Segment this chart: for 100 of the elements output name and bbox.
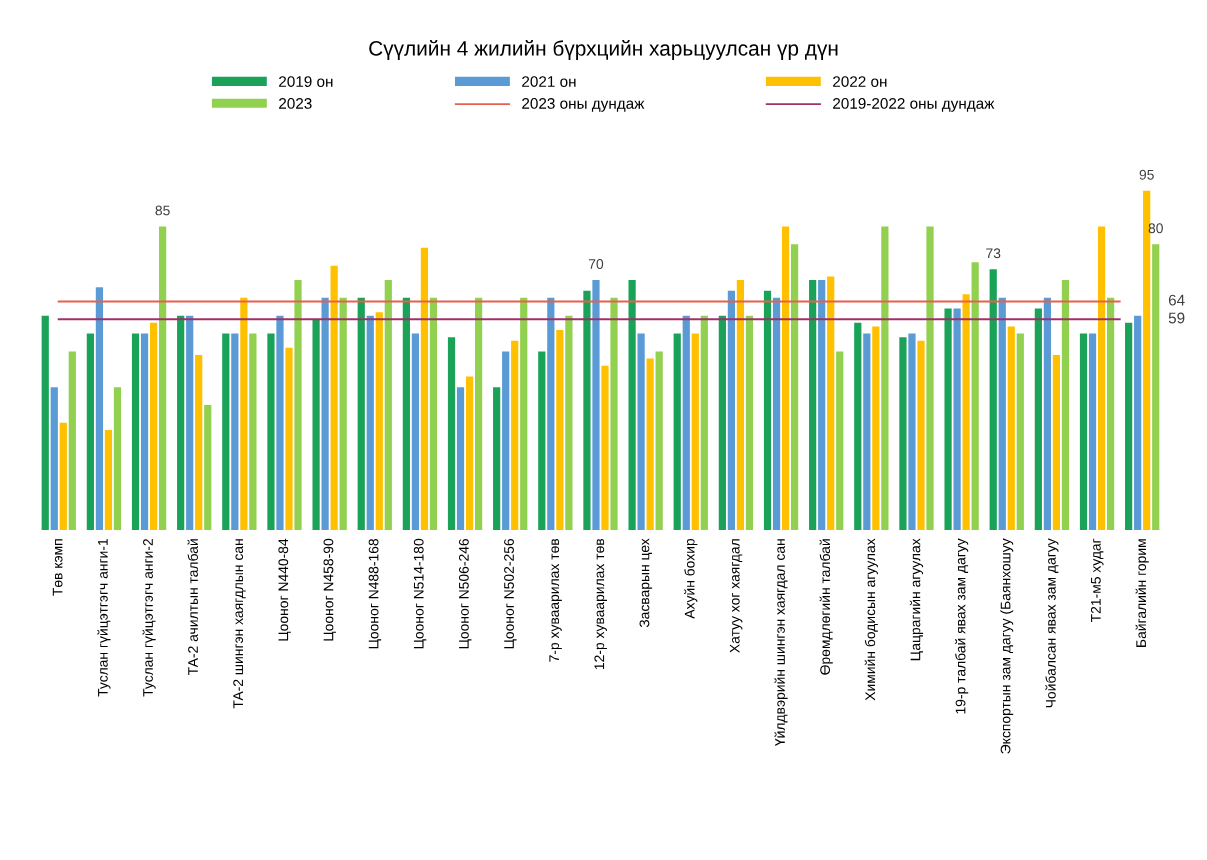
x-tick-label: 7-р хуваарилах төв bbox=[549, 538, 562, 662]
x-tick-label: ТА-2 шингэн хаягдлын сан bbox=[233, 539, 246, 709]
bar bbox=[86, 333, 94, 530]
bar bbox=[628, 280, 636, 530]
data-label: 70 bbox=[588, 259, 604, 269]
bar bbox=[68, 351, 76, 530]
bar bbox=[294, 280, 302, 530]
bar bbox=[1152, 244, 1160, 530]
bar bbox=[818, 280, 826, 530]
x-tick-label: Цооног N458-90 bbox=[323, 538, 336, 641]
bar bbox=[159, 226, 167, 530]
bar bbox=[339, 297, 347, 530]
bar bbox=[474, 297, 483, 530]
bar bbox=[926, 226, 934, 530]
bar bbox=[610, 297, 618, 530]
bar bbox=[538, 351, 546, 530]
bar bbox=[971, 262, 979, 530]
bar bbox=[330, 265, 338, 530]
legend-label: 2023 bbox=[279, 98, 312, 109]
bar bbox=[637, 333, 645, 530]
bar bbox=[601, 365, 609, 530]
bar bbox=[104, 430, 113, 530]
bar bbox=[953, 308, 961, 530]
bar bbox=[95, 287, 104, 530]
x-tick-label: Туслан гүйцэтгэгч анги-1 bbox=[97, 539, 111, 697]
legend-label: 2023 оны дундаж bbox=[522, 98, 645, 112]
x-tick-label: Цооног N488-168 bbox=[368, 538, 382, 649]
bar bbox=[700, 315, 708, 530]
bar bbox=[321, 297, 329, 530]
bar bbox=[411, 333, 420, 530]
x-tick-label: 19-р талбай явах зам дагуу bbox=[955, 538, 969, 714]
bar bbox=[140, 333, 149, 530]
chart-title: Сүүлийн 4 жилийн бүрхцийн харьцуулсан үр дүн bbox=[369, 40, 838, 60]
bar bbox=[249, 333, 257, 530]
bar bbox=[131, 333, 140, 530]
bar bbox=[772, 297, 781, 530]
bar bbox=[267, 333, 275, 530]
bar bbox=[1043, 297, 1051, 530]
bar bbox=[944, 308, 952, 530]
x-tick-label: Хатуу хог хаягдал bbox=[729, 539, 743, 653]
x-tick-label: Өрөмдлөгийн талбай bbox=[819, 539, 833, 675]
bar bbox=[186, 315, 194, 530]
bar bbox=[177, 315, 185, 530]
bar bbox=[204, 405, 212, 530]
bar bbox=[447, 337, 456, 530]
bar bbox=[781, 226, 790, 530]
bar bbox=[41, 315, 49, 530]
bar bbox=[763, 290, 772, 530]
x-tick-label: Цооног N502-256 bbox=[504, 538, 517, 649]
bar bbox=[854, 322, 862, 530]
bar bbox=[989, 269, 997, 530]
bar bbox=[917, 340, 925, 530]
bar bbox=[493, 387, 501, 530]
bar bbox=[863, 333, 871, 530]
bar bbox=[998, 297, 1006, 530]
bar bbox=[718, 315, 726, 530]
x-tick-label: Төв кэмп bbox=[52, 539, 63, 596]
legend-label: 2019 он bbox=[279, 76, 333, 87]
bar bbox=[691, 333, 699, 530]
bar bbox=[429, 297, 438, 530]
x-tick-label: Ахуйн бохир bbox=[684, 538, 698, 619]
bar bbox=[50, 387, 58, 530]
bar bbox=[682, 315, 690, 530]
bar bbox=[790, 244, 799, 530]
bar bbox=[583, 290, 591, 530]
bar bbox=[511, 340, 519, 530]
bar bbox=[240, 297, 248, 530]
bar bbox=[222, 333, 230, 530]
bar bbox=[375, 312, 383, 530]
bar bbox=[357, 297, 365, 530]
x-tick-label: 12-р хуваарилах төв bbox=[594, 538, 607, 670]
bar bbox=[520, 297, 528, 530]
legend-label: 2021 он bbox=[522, 76, 576, 87]
bar bbox=[836, 351, 844, 530]
x-tick-label: Туслан гүйцэтгэгч анги-2 bbox=[142, 539, 156, 697]
x-tick-label: Т21-м5 худаг bbox=[1090, 538, 1104, 623]
x-tick-label: Цацрагийн агуулах bbox=[909, 538, 924, 661]
bar bbox=[736, 280, 745, 530]
x-tick-label: Экспортын зам дагуу (Баянхошуу bbox=[1000, 538, 1014, 754]
bar bbox=[1016, 333, 1024, 530]
bar bbox=[456, 387, 465, 530]
x-tick-label: Байгалийн горим bbox=[1135, 539, 1149, 647]
bar bbox=[366, 315, 374, 530]
bar bbox=[1088, 333, 1097, 530]
x-tick-label: Цооног N440-84 bbox=[278, 538, 291, 641]
bar bbox=[881, 226, 889, 530]
bar bbox=[827, 276, 835, 530]
bar bbox=[809, 280, 817, 530]
bar bbox=[384, 280, 392, 530]
x-tick-label: Цооног N506-246 bbox=[458, 538, 472, 649]
legend-label: 2019-2022 оны дундаж bbox=[833, 98, 995, 112]
x-tick-label: Химийн бодисын агуулах bbox=[864, 538, 878, 701]
bar bbox=[962, 294, 970, 530]
legend-label: 2022 он bbox=[833, 76, 887, 87]
x-tick-label: Чойбалсан явах зам дагуу bbox=[1045, 538, 1059, 708]
bar bbox=[673, 333, 681, 530]
bar bbox=[899, 337, 907, 530]
x-tick-label: Цооног N514-180 bbox=[413, 538, 427, 649]
data-label: 73 bbox=[986, 248, 1001, 259]
bar bbox=[1097, 226, 1106, 530]
